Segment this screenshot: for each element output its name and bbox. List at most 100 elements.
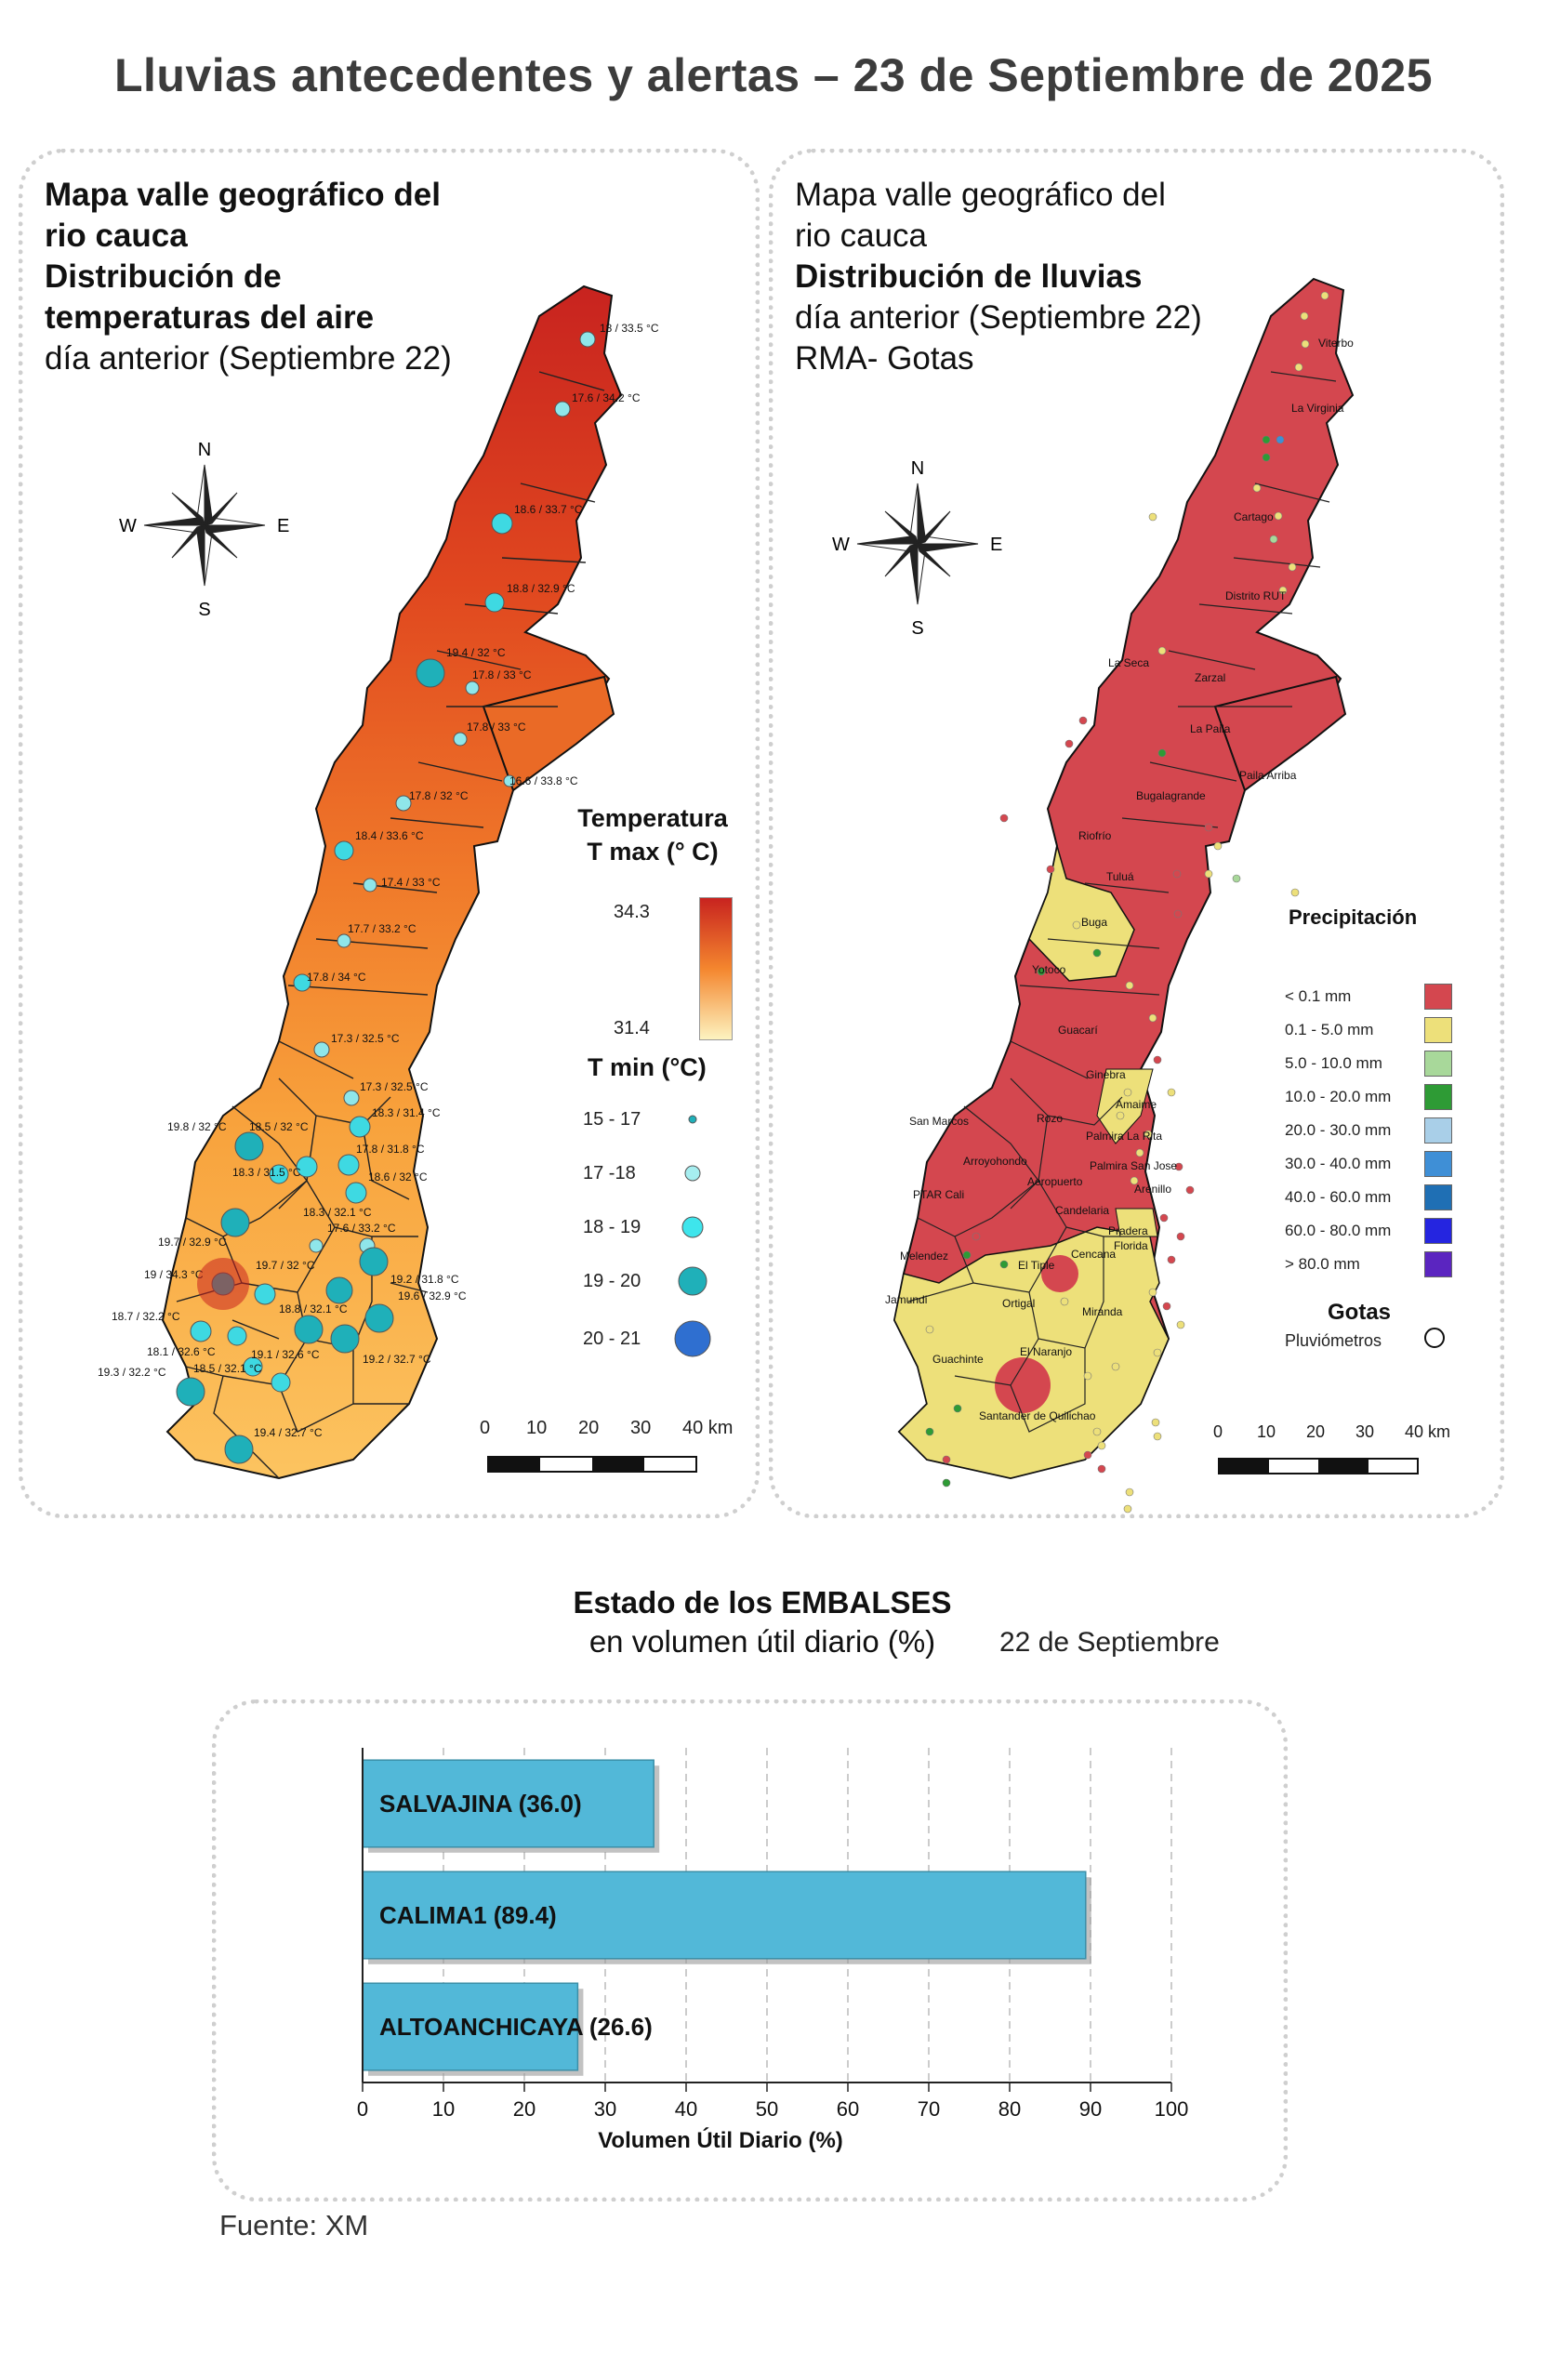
reservoirs-heading-bold: Estado de los EMBALSES xyxy=(573,1585,952,1620)
svg-text:Cartago: Cartago xyxy=(1234,510,1274,523)
station-marker xyxy=(395,795,412,812)
precip-class-label: 30.0 - 40.0 mm xyxy=(1285,1155,1392,1172)
temperature-map: 18 / 33.5 °C 17.6 / 34.2 °C 18.6 / 33.7 … xyxy=(98,284,659,1480)
temp-subtitle: día anterior (Septiembre 22) xyxy=(45,340,452,377)
tmax-low-label: 31.4 xyxy=(614,1018,650,1038)
svg-text:Palmira San Jose: Palmira San Jose xyxy=(1090,1159,1177,1172)
precip-legend-row: 30.0 - 40.0 mm xyxy=(1285,1151,1499,1179)
svg-text:17.8 / 31.8 °C: 17.8 / 31.8 °C xyxy=(356,1143,425,1156)
svg-text:El Tiple: El Tiple xyxy=(1018,1259,1055,1272)
svg-text:17.6 / 34.2 °C: 17.6 / 34.2 °C xyxy=(572,391,641,404)
rain-title-line-2: rio cauca xyxy=(795,218,928,254)
precip-class-swatch xyxy=(1424,1051,1452,1077)
svg-text:Zarzal: Zarzal xyxy=(1195,671,1225,684)
svg-text:Candelaria: Candelaria xyxy=(1055,1204,1109,1217)
page-title: Lluvias antecedentes y alertas – 23 de S… xyxy=(113,49,1434,101)
precip-class-label: 5.0 - 10.0 mm xyxy=(1285,1054,1382,1072)
reservoirs-heading: Estado de los EMBALSES en volumen útil d… xyxy=(0,1583,1525,1661)
svg-text:Ginebra: Ginebra xyxy=(1086,1068,1126,1081)
station-marker xyxy=(484,592,505,613)
svg-text:La Virginia: La Virginia xyxy=(1291,402,1344,415)
station-marker xyxy=(224,1435,254,1464)
tmin-class-5: 20 - 21 xyxy=(583,1329,641,1349)
svg-text:Miranda: Miranda xyxy=(1082,1305,1123,1318)
tmax-legend-title: Temperatura T max (° C) xyxy=(569,801,736,868)
tmax-title-line-2: T max (° C) xyxy=(587,838,719,866)
x-tick-label: 30 xyxy=(594,2097,616,2121)
svg-text:19.2 / 31.8 °C: 19.2 / 31.8 °C xyxy=(390,1273,459,1286)
x-axis-label: Volumen Útil Diario (%) xyxy=(598,2127,843,2153)
svg-text:La Paila: La Paila xyxy=(1190,722,1231,735)
svg-text:17.8 / 33 °C: 17.8 / 33 °C xyxy=(467,721,526,734)
svg-text:Santander de Quilichao: Santander de Quilichao xyxy=(979,1409,1096,1422)
precip-class-label: < 0.1 mm xyxy=(1285,987,1352,1005)
svg-text:18.3 / 31.4 °C: 18.3 / 31.4 °C xyxy=(372,1106,441,1119)
station-marker xyxy=(176,1377,205,1407)
svg-text:E: E xyxy=(277,516,289,536)
station-marker xyxy=(309,1238,324,1253)
svg-text:19.4 / 32.7 °C: 19.4 / 32.7 °C xyxy=(254,1426,323,1439)
svg-text:19.2 / 32.7 °C: 19.2 / 32.7 °C xyxy=(363,1353,431,1366)
tmin-legend-symbols xyxy=(674,1115,711,1357)
temp-scale-bar xyxy=(487,1456,697,1473)
svg-text:Riofrío: Riofrío xyxy=(1078,829,1112,842)
station-marker xyxy=(349,1116,371,1138)
svg-text:E: E xyxy=(990,535,1002,555)
svg-text:19.8 / 32 °C: 19.8 / 32 °C xyxy=(167,1120,227,1133)
svg-text:Arenillo: Arenillo xyxy=(1134,1183,1171,1196)
svg-text:17.8 / 32 °C: 17.8 / 32 °C xyxy=(409,789,469,802)
station-marker xyxy=(269,1164,289,1184)
svg-text:Florida: Florida xyxy=(1114,1239,1148,1252)
x-tick-label: 0 xyxy=(357,2097,368,2121)
svg-text:17.7 / 33.2 °C: 17.7 / 33.2 °C xyxy=(348,922,416,935)
bar-label: ALTOANCHICAYA (26.6) xyxy=(379,2013,653,2041)
svg-text:Melendez: Melendez xyxy=(900,1250,948,1263)
temp-title-line-1: Mapa valle geográfico del xyxy=(45,177,441,213)
tmin-class-2: 17 -18 xyxy=(583,1163,636,1183)
svg-text:Rozo: Rozo xyxy=(1037,1112,1063,1125)
bar xyxy=(362,1982,579,2071)
temp-title-line-3: Distribución de xyxy=(45,258,282,295)
tmax-high-label: 34.3 xyxy=(614,902,650,922)
compass-rose-icon: N S W E xyxy=(832,458,1002,639)
svg-text:18.6 / 32 °C: 18.6 / 32 °C xyxy=(368,1170,428,1183)
svg-text:19 / 34.3 °C: 19 / 34.3 °C xyxy=(144,1268,204,1281)
svg-text:18.8 / 32.1 °C: 18.8 / 32.1 °C xyxy=(279,1302,348,1316)
precip-legend-row: 10.0 - 20.0 mm xyxy=(1285,1084,1499,1112)
station-labels: 18 / 33.5 °C 17.6 / 34.2 °C 18.6 / 33.7 … xyxy=(98,322,659,1439)
svg-text:N: N xyxy=(911,458,924,479)
compass-rose-icon: N S W E xyxy=(119,440,289,620)
precip-class-swatch xyxy=(1424,1017,1452,1043)
svg-text:N: N xyxy=(198,440,211,460)
svg-text:18.6 / 33.7 °C: 18.6 / 33.7 °C xyxy=(514,503,583,516)
rain-scale-bar-labels: 0 10 20 30 40 km xyxy=(1213,1422,1451,1441)
svg-text:18.3 / 31.5 °C: 18.3 / 31.5 °C xyxy=(232,1166,301,1179)
station-marker xyxy=(337,933,351,948)
svg-text:18.5 / 32 °C: 18.5 / 32 °C xyxy=(249,1120,309,1133)
reservoirs-date: 22 de Septiembre xyxy=(999,1627,1220,1658)
station-marker xyxy=(364,1303,394,1333)
x-tick-label: 70 xyxy=(918,2097,940,2121)
station-marker xyxy=(554,401,571,417)
svg-text:Cencana: Cencana xyxy=(1071,1248,1116,1261)
reservoir-bar-chart: 0 10 20 30 40 50 60 70 80 90 100 SALVAJINA (36.0) CA… xyxy=(357,1748,1188,2153)
station-marker xyxy=(343,1090,360,1106)
precip-class-label: 60.0 - 80.0 mm xyxy=(1285,1222,1392,1239)
station-marker xyxy=(325,1276,353,1304)
precip-class-label: 40.0 - 60.0 mm xyxy=(1285,1188,1392,1206)
station-marker xyxy=(359,1247,389,1276)
svg-text:PTAR Cali: PTAR Cali xyxy=(913,1188,964,1201)
svg-text:19.6 / 32.9 °C: 19.6 / 32.9 °C xyxy=(398,1289,467,1302)
svg-text:Bugalagrande: Bugalagrande xyxy=(1136,789,1206,802)
svg-text:17.6 / 33.2 °C: 17.6 / 33.2 °C xyxy=(327,1222,396,1235)
svg-text:Arroyohondo: Arroyohondo xyxy=(963,1155,1027,1168)
svg-text:Palmira La Rita: Palmira La Rita xyxy=(1086,1130,1162,1143)
svg-text:17.3 / 32.5 °C: 17.3 / 32.5 °C xyxy=(360,1080,429,1093)
tmin-stations xyxy=(176,331,596,1464)
precip-class-swatch xyxy=(1424,1218,1452,1244)
svg-text:19.1 / 32.6 °C: 19.1 / 32.6 °C xyxy=(251,1348,320,1361)
temp-scale-bar-labels: 0 10 20 30 40 km xyxy=(480,1418,734,1438)
svg-text:17.3 / 32.5 °C: 17.3 / 32.5 °C xyxy=(331,1032,400,1045)
precip-legend-row: 40.0 - 60.0 mm xyxy=(1285,1184,1499,1212)
svg-text:18.1 / 32.6 °C: 18.1 / 32.6 °C xyxy=(147,1345,216,1358)
